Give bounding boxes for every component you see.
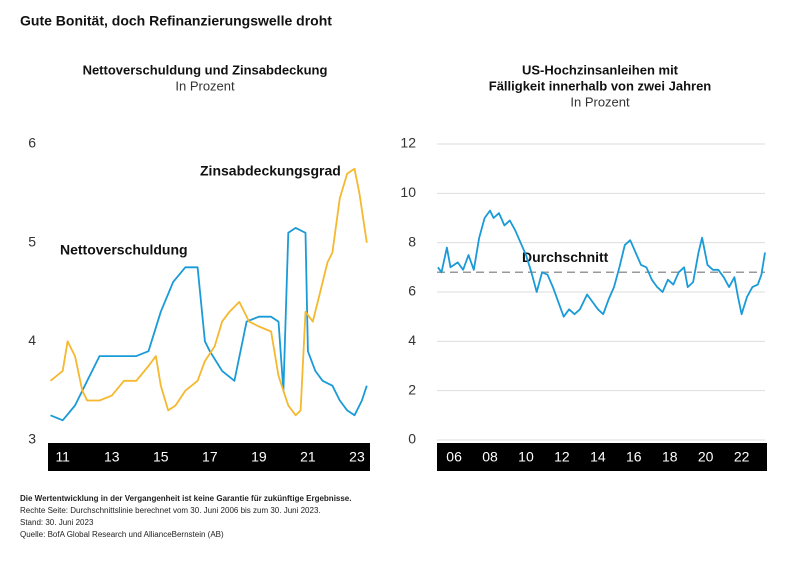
chart-title: Nettoverschuldung und Zinsabdeckung <box>83 62 328 77</box>
y-tick-label: 12 <box>400 135 416 151</box>
x-axis-band <box>48 443 370 471</box>
x-tick-label: 12 <box>554 449 570 465</box>
page-title: Gute Bonität, doch Refinanzierungswelle … <box>20 13 332 29</box>
data-line <box>50 227 368 422</box>
x-tick-label: 20 <box>698 449 714 465</box>
x-tick-label: 14 <box>590 449 606 465</box>
x-tick-label: 10 <box>518 449 534 465</box>
y-tick-label: 2 <box>408 381 416 397</box>
y-tick-label: 0 <box>408 431 416 447</box>
x-tick-label: 19 <box>251 449 267 465</box>
footnote: Rechte Seite: Durchschnittslinie berechn… <box>20 506 321 515</box>
x-tick-label: 23 <box>349 449 365 465</box>
data-line <box>437 209 766 318</box>
y-tick-label: 6 <box>408 283 416 299</box>
footnote: Die Wertentwicklung in der Vergangenheit… <box>20 494 351 503</box>
x-axis-band <box>437 443 767 471</box>
x-tick-label: 08 <box>482 449 498 465</box>
chart-subtitle: In Prozent <box>570 94 630 109</box>
x-tick-label: 18 <box>662 449 678 465</box>
x-tick-label: 21 <box>300 449 316 465</box>
x-tick-label: 13 <box>104 449 120 465</box>
series-label: Zinsabdeckungsgrad <box>200 163 341 179</box>
y-tick-label: 6 <box>28 135 36 151</box>
y-tick-label: 10 <box>400 184 416 200</box>
y-tick-label: 4 <box>408 332 416 348</box>
data-line <box>49 167 368 417</box>
chart-title: Fälligkeit innerhalb von zwei Jahren <box>489 78 712 93</box>
x-tick-label: 17 <box>202 449 218 465</box>
footnote: Quelle: BofA Global Research und Allianc… <box>20 530 224 539</box>
y-tick-label: 3 <box>28 431 36 447</box>
x-tick-label: 16 <box>626 449 642 465</box>
y-tick-label: 5 <box>28 233 36 249</box>
series-label: Nettoverschuldung <box>60 242 188 258</box>
x-tick-label: 15 <box>153 449 169 465</box>
chart-subtitle: In Prozent <box>175 78 235 93</box>
x-tick-label: 22 <box>734 449 750 465</box>
y-tick-label: 8 <box>408 233 416 249</box>
x-tick-label: 06 <box>446 449 462 465</box>
footnote: Stand: 30. Juni 2023 <box>20 518 94 527</box>
chart-title: US-Hochzinsanleihen mit <box>522 62 679 77</box>
y-tick-label: 4 <box>28 332 36 348</box>
average-label: Durchschnitt <box>522 249 609 265</box>
x-tick-label: 11 <box>55 449 70 465</box>
